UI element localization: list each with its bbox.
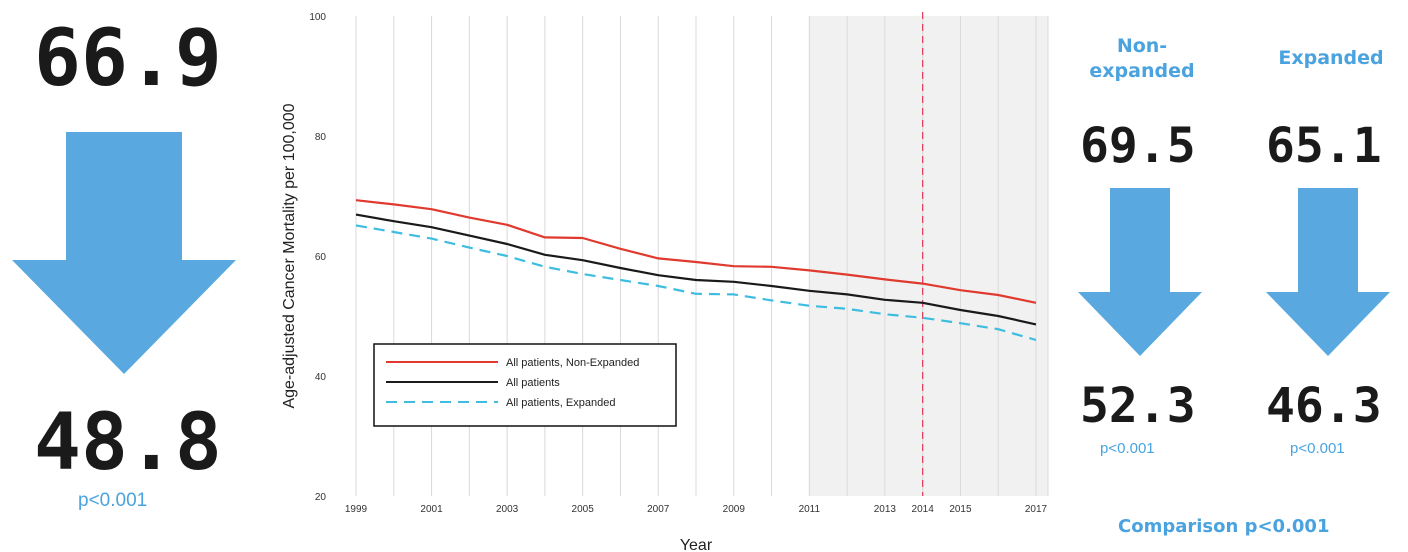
expanded-start-value: 65.1 (1266, 118, 1382, 174)
overall-start-value: 66.9 (34, 14, 222, 104)
legend-label-1: All patients (506, 377, 560, 389)
series-line-0 (355, 199, 1037, 304)
x-tick-label-2017: 2017 (1025, 504, 1048, 515)
non-expanded-label: Non-expanded (1089, 35, 1195, 82)
overall-down-arrow-shape (12, 132, 236, 374)
x-tick-label-2015: 2015 (949, 504, 972, 515)
x-tick-label-1999: 1999 (345, 504, 368, 515)
non-expanded-down-arrow-shape (1078, 188, 1202, 356)
expanded-down-arrow-icon (1266, 188, 1390, 356)
y-tick-label-20: 20 (315, 492, 327, 503)
y-axis-title: Age-adjusted Cancer Mortality per 100,00… (281, 103, 298, 408)
overall-p-value: p<0.001 (78, 490, 148, 511)
x-tick-label-2009: 2009 (723, 504, 746, 515)
expanded-down-arrow-shape (1266, 188, 1390, 356)
y-tick-label-80: 80 (315, 132, 327, 143)
non-expanded-start-value: 69.5 (1080, 118, 1196, 174)
comparison-p-value: Comparison p<0.001 (1118, 516, 1330, 537)
expanded-p-value: p<0.001 (1290, 440, 1345, 457)
x-tick-label-2011: 2011 (799, 504, 821, 515)
y-tick-label-40: 40 (315, 372, 327, 383)
expanded-label: Expanded (1278, 47, 1384, 69)
series-line-2 (355, 224, 1037, 342)
legend-label-0: All patients, Non-Expanded (506, 357, 639, 369)
y-tick-label-60: 60 (315, 252, 327, 263)
x-tick-label-2007: 2007 (647, 504, 670, 515)
expanded-end-value: 46.3 (1266, 378, 1382, 434)
overall-down-arrow-icon (12, 132, 236, 374)
y-tick-label-100: 100 (309, 12, 326, 23)
mortality-line-chart: 20 40 60 80 100 1999 2001 2003 2005 2007 2009 2011 2… (281, 12, 1049, 552)
x-tick-label-2005: 2005 (572, 504, 595, 515)
x-tick-label-2003: 2003 (496, 504, 519, 515)
legend-label-2: All patients, Expanded (506, 397, 615, 409)
shaded-region (809, 16, 1048, 496)
overall-end-value: 48.8 (34, 398, 222, 488)
legend-box (373, 343, 677, 427)
non-expanded-end-value: 52.3 (1080, 378, 1196, 434)
non-expanded-p-value: p<0.001 (1100, 440, 1155, 457)
non-expanded-down-arrow-icon (1078, 188, 1202, 356)
x-tick-label-2001: 2001 (420, 504, 443, 515)
x-axis-title: Year (680, 537, 713, 552)
x-tick-label-2013: 2013 (874, 504, 897, 515)
series-line-1 (355, 213, 1037, 326)
x-tick-label-2014: 2014 (912, 504, 935, 515)
